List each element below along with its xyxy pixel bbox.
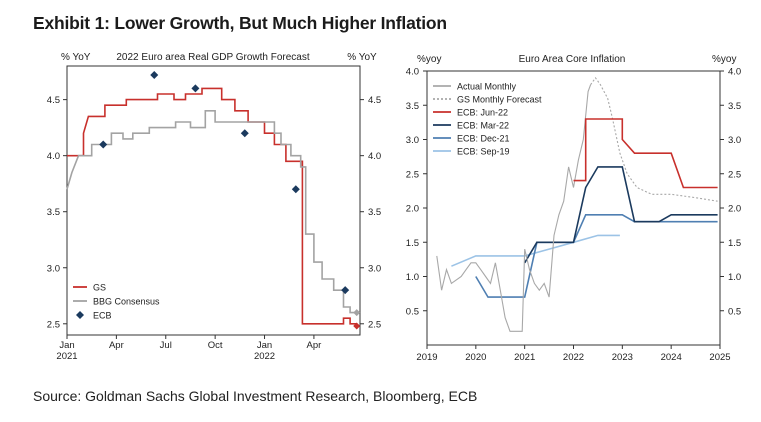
inflation-series-line-1 [590,76,718,202]
inflation-ytick-right-label: 1.5 [728,238,741,249]
ecb-diamond-marker [99,140,108,149]
inflation-ylabel-right: %yoy [712,54,736,65]
gdp-legend-label: BBG Consensus [93,297,160,307]
gdp-xtick-label: Apr [109,340,124,351]
gdp-ytick-right-label: 2.5 [368,319,381,330]
source-note: Source: Goldman Sachs Global Investment … [33,388,478,404]
gdp-ytick-left-label: 3.5 [47,207,60,218]
gdp-end-marker [353,322,361,330]
inflation-ytick-left-label: 3.5 [406,101,419,112]
inflation-legend-label: ECB: Sep-19 [457,147,510,157]
gdp-ytick-right-label: 3.0 [368,263,381,274]
inflation-ytick-left-label: 4.0 [406,67,419,78]
gdp-ytick-left-label: 3.0 [47,263,60,274]
inflation-xtick-label: 2025 [709,352,730,363]
gdp-ytick-left-label: 2.5 [47,319,60,330]
inflation-ytick-right-label: 2.0 [728,204,741,215]
inflation-legend-label: ECB: Mar-22 [457,121,509,131]
gdp-legend-label: GS [93,283,106,293]
inflation-ytick-right-label: 4.0 [728,67,741,78]
gdp-series-line-1 [66,110,357,314]
gdp-xtick-year-label: 2022 [254,351,275,362]
gdp-xtick-label: Jan [257,340,272,351]
gdp-legend-swatch [76,311,84,319]
inflation-legend-label: GS Monthly Forecast [457,95,542,105]
gdp-ytick-left-label: 4.5 [47,95,60,106]
exhibit-title: Exhibit 1: Lower Growth, But Much Higher… [33,13,447,33]
gdp-ylabel-left: % YoY [61,52,91,63]
inflation-series-line-2 [573,118,718,189]
inflation-ytick-left-label: 1.0 [406,272,419,283]
ecb-diamond-marker [240,129,249,138]
gdp-series-line-0 [67,87,357,325]
inflation-series-line-0 [436,84,592,332]
gdp-ylabel-right: % YoY [347,52,377,63]
inflation-ytick-right-label: 1.0 [728,272,741,283]
inflation-xtick-label: 2023 [612,352,633,363]
inflation-ytick-right-label: 3.5 [728,101,741,112]
gdp-xtick-label: Oct [208,340,223,351]
inflation-ytick-left-label: 2.5 [406,169,419,180]
gdp-xtick-label: Apr [307,340,322,351]
inflation-xtick-label: 2020 [465,352,486,363]
inflation-chart-title: Euro Area Core Inflation [519,54,626,65]
inflation-xtick-label: 2022 [563,352,584,363]
gdp-plot-frame [66,65,361,336]
gdp-ytick-right-label: 3.5 [368,207,381,218]
inflation-legend-label: ECB: Jun-22 [457,108,508,118]
inflation-ytick-right-label: 2.5 [728,169,741,180]
inflation-xtick-label: 2024 [661,352,682,363]
inflation-ylabel-left: %yoy [417,54,441,65]
gdp-chart-title: 2022 Euro area Real GDP Growth Forecast [116,52,309,63]
gdp-legend-label: ECB [93,311,112,321]
gdp-ytick-right-label: 4.5 [368,95,381,106]
ecb-diamond-marker [191,84,200,93]
inflation-ytick-right-label: 0.5 [728,306,741,317]
gdp-ytick-right-label: 4.0 [368,151,381,162]
inflation-xtick-label: 2021 [514,352,535,363]
gdp-xtick-label: Jan [59,340,74,351]
gdp-end-marker [353,309,361,317]
ecb-diamond-marker [150,70,159,79]
ecb-diamond-marker [291,185,300,194]
inflation-ytick-left-label: 2.0 [406,204,419,215]
inflation-legend-label: Actual Monthly [457,82,517,92]
gdp-xtick-year-label: 2021 [56,351,77,362]
ecb-diamond-marker [341,286,350,295]
inflation-ytick-left-label: 3.0 [406,135,419,146]
inflation-legend-label: ECB: Dec-21 [457,134,510,144]
inflation-ytick-right-label: 3.0 [728,135,741,146]
inflation-ytick-left-label: 0.5 [406,306,419,317]
inflation-ytick-left-label: 1.5 [406,238,419,249]
gdp-xtick-label: Jul [160,340,172,351]
inflation-series-line-5 [451,234,620,267]
gdp-ytick-left-label: 4.0 [47,151,60,162]
inflation-xtick-label: 2019 [416,352,437,363]
